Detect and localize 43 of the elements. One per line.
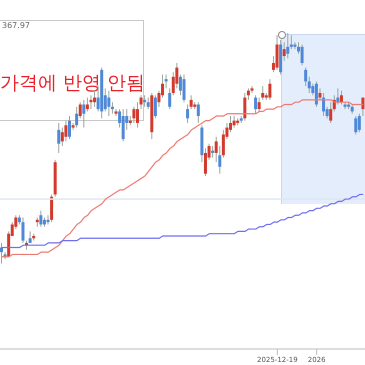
- candlestick: [82, 99, 86, 128]
- candlestick: [21, 217, 24, 244]
- candlestick: [361, 97, 364, 117]
- candlestick: [243, 92, 246, 122]
- candlestick: [42, 217, 46, 228]
- candlestick: [154, 94, 157, 119]
- candlestick: [186, 104, 190, 124]
- candlestick: [75, 106, 78, 128]
- candlestick: [93, 90, 96, 108]
- candlestick: [350, 104, 354, 114]
- candlestick: [322, 92, 326, 117]
- candlestick: [211, 146, 214, 158]
- candlestick: [268, 78, 272, 100]
- candlestick: [314, 80, 318, 108]
- text: 367.97: [2, 21, 30, 30]
- candlestick: [232, 116, 236, 128]
- annotation: 가격에 반영 안됨: [0, 71, 146, 96]
- candlestick: [254, 94, 258, 114]
- candlestick: [122, 108, 125, 142]
- candlestick: [286, 33, 290, 59]
- candlestick: [196, 102, 200, 124]
- candlestick: [64, 120, 68, 142]
- candlestick: [39, 210, 42, 228]
- candlestick: [68, 116, 71, 140]
- candlestick: [132, 106, 136, 124]
- candlestick: [50, 194, 54, 223]
- candlestick: [107, 90, 110, 117]
- candlestick: [168, 88, 172, 110]
- candlestick: [57, 122, 60, 154]
- candlestick: [329, 102, 332, 124]
- candlestick: [261, 86, 264, 100]
- candlestick: [0, 242, 3, 264]
- candlestick: [146, 97, 150, 110]
- candlestick: [258, 97, 261, 112]
- candlestick: [182, 74, 186, 103]
- candlestick: [358, 113, 361, 133]
- candlestick: [300, 44, 304, 66]
- candlestick: [282, 42, 286, 62]
- candlestick: [214, 136, 218, 163]
- candlestick: [136, 102, 139, 128]
- candlestick: [276, 34, 279, 70]
- candlestick: [86, 97, 89, 112]
- candlestick: [354, 116, 358, 135]
